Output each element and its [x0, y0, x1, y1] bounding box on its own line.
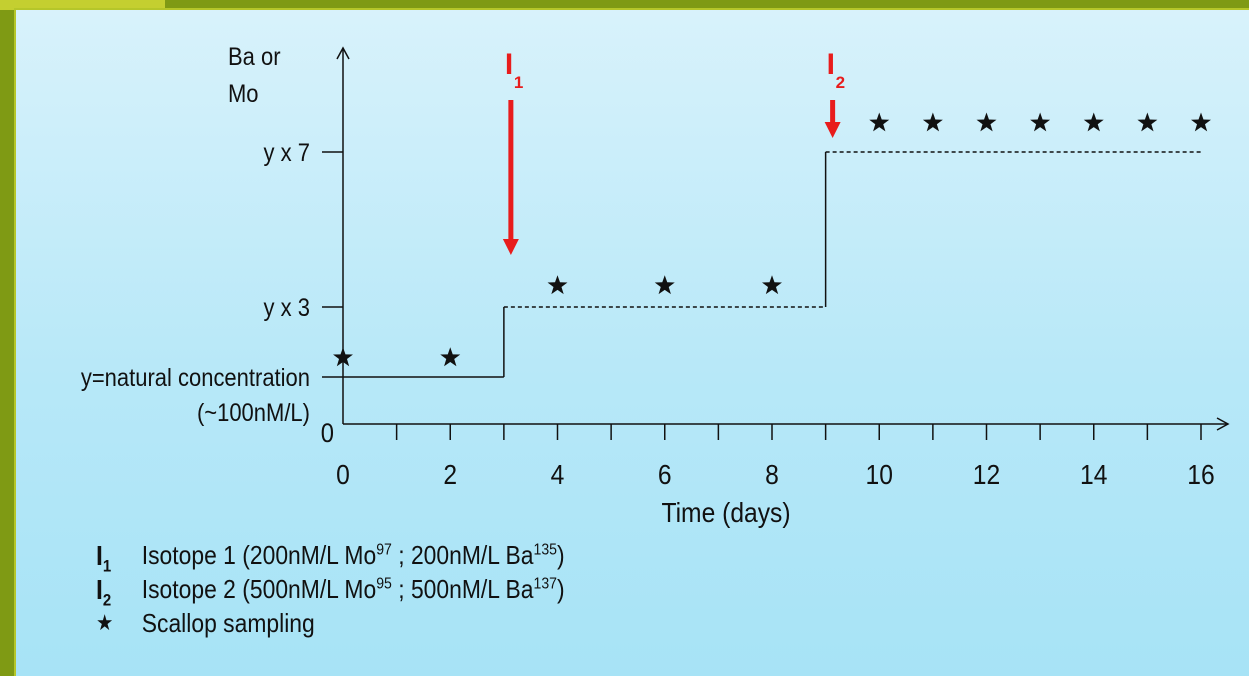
- legend-symbol-i2: I2: [96, 574, 112, 610]
- sampling-star-15: [1137, 112, 1158, 132]
- x-tick-label-12: 12: [973, 459, 1000, 491]
- sampling-star-12: [976, 112, 997, 132]
- injection-arrowhead-1: [502, 239, 519, 255]
- x-tick-label-2: 2: [443, 459, 457, 491]
- x-tick-label-6: 6: [658, 459, 672, 491]
- y-tick-label-3: y x 3: [264, 294, 310, 322]
- slide-panel: [14, 8, 1249, 676]
- y-tick-label-1: y=natural concentration: [81, 364, 310, 392]
- sampling-star-14: [1083, 112, 1104, 132]
- sampling-star-6: [654, 275, 675, 295]
- sampling-star-10: [869, 112, 890, 132]
- y-axis-label-line-1: Ba or: [228, 43, 281, 71]
- injection-label-2: I: [827, 48, 835, 81]
- frame-accent: [0, 0, 165, 10]
- injection-sub-1: 1: [514, 73, 523, 92]
- x-tick-label-14: 14: [1080, 459, 1107, 491]
- sampling-star-0: [333, 347, 353, 367]
- x-tick-label-4: 4: [551, 459, 565, 491]
- star-icon: ★: [96, 610, 114, 635]
- y-axis-label-line-2: Mo: [228, 80, 259, 108]
- legend-label-isotope-2: Isotope 2 (500nM/L Mo95 ; 500nM/L Ba137): [141, 574, 565, 604]
- y-tick-label-0: 0: [321, 419, 334, 449]
- sampling-star-8: [762, 275, 782, 295]
- legend-label-isotope-1: Isotope 1 (200nM/L Mo97 ; 200nM/L Ba135): [141, 540, 565, 570]
- sampling-star-13: [1030, 112, 1051, 132]
- legend-label-scallop-sampling: Scallop sampling: [141, 608, 315, 638]
- injection-arrowhead-2: [824, 122, 841, 138]
- x-axis-label: Time (days): [661, 497, 790, 529]
- sampling-points: [333, 112, 1211, 367]
- sampling-star-16: [1191, 112, 1211, 132]
- x-tick-label-0: 0: [336, 459, 350, 491]
- legend-symbol-i1: I1: [96, 540, 112, 576]
- sampling-star-2: [440, 347, 461, 367]
- sampling-star-11: [922, 112, 943, 132]
- x-tick-label-10: 10: [866, 459, 893, 491]
- y-tick-label-7: y x 7: [264, 139, 310, 167]
- x-tick-label-16: 16: [1187, 459, 1214, 491]
- sampling-star-4: [547, 275, 568, 295]
- y-tick-sublabel-1: (~100nM/L): [197, 399, 310, 427]
- concentration-levels: [343, 151, 1201, 378]
- injection-sub-2: 2: [836, 73, 845, 92]
- injection-label-1: I: [505, 48, 513, 81]
- x-tick-label-8: 8: [765, 459, 779, 491]
- axes: [322, 46, 1230, 440]
